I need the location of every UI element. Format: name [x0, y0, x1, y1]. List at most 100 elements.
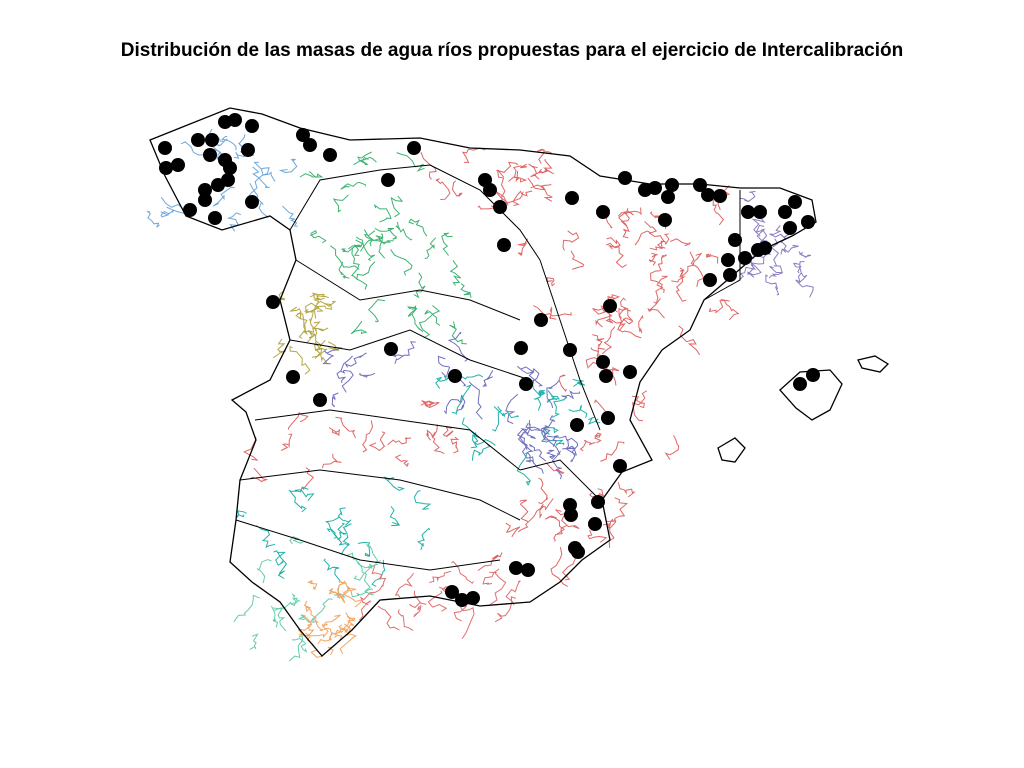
site-dot [303, 138, 317, 152]
river [312, 619, 333, 636]
river [411, 307, 424, 333]
river [533, 390, 545, 411]
river [496, 169, 509, 206]
site-dot [693, 178, 707, 192]
river [517, 428, 529, 450]
river [327, 341, 343, 351]
river [545, 449, 557, 460]
site-dot [221, 173, 235, 187]
site-dot [203, 148, 217, 162]
river [550, 547, 569, 587]
river [270, 605, 279, 628]
river [587, 416, 601, 425]
river [273, 550, 288, 579]
river [449, 321, 467, 345]
site-dot [563, 343, 577, 357]
river [482, 568, 500, 585]
river [324, 516, 341, 539]
river [390, 195, 404, 218]
river [634, 220, 658, 246]
river [671, 267, 686, 283]
river [631, 395, 645, 409]
river [605, 242, 627, 269]
river [335, 416, 357, 439]
river [541, 432, 565, 446]
river [546, 276, 556, 287]
river [460, 283, 472, 298]
river [546, 380, 560, 409]
river [331, 392, 339, 408]
river [390, 249, 413, 276]
site-dot [618, 171, 632, 185]
river [359, 372, 376, 378]
river [562, 230, 580, 251]
river [603, 518, 617, 529]
river [216, 136, 228, 147]
river [539, 498, 554, 519]
site-dot [570, 418, 584, 432]
river [712, 199, 725, 226]
site-dot [198, 183, 212, 197]
site-dot [521, 563, 535, 577]
river [542, 426, 559, 435]
river [456, 396, 466, 412]
river [546, 435, 560, 447]
river [516, 428, 534, 464]
river [516, 365, 543, 387]
site-dot [758, 241, 772, 255]
river [620, 208, 634, 227]
river [350, 320, 368, 335]
river [538, 477, 549, 505]
site-dot [384, 342, 398, 356]
river [213, 186, 235, 207]
river [705, 253, 719, 264]
site-dot [534, 313, 548, 327]
river [647, 297, 665, 319]
river [413, 604, 422, 618]
river [303, 600, 317, 619]
river [340, 523, 352, 555]
river [461, 147, 486, 164]
site-dot [228, 113, 242, 127]
river [648, 232, 665, 251]
site-dot [241, 143, 255, 157]
site-dot [514, 341, 528, 355]
river [337, 581, 347, 603]
river [345, 612, 356, 633]
river [353, 156, 369, 166]
river [432, 424, 445, 455]
mallorca [779, 369, 843, 421]
site-dot [648, 181, 662, 195]
river [477, 552, 503, 572]
river [408, 218, 428, 237]
site-dot [455, 593, 469, 607]
river [489, 571, 507, 606]
river [236, 510, 247, 518]
river [303, 308, 317, 331]
river [330, 245, 360, 270]
river [362, 420, 374, 453]
river [273, 338, 286, 359]
river [708, 299, 730, 314]
river [245, 167, 270, 201]
river [527, 177, 546, 191]
river [618, 307, 629, 331]
river [561, 390, 581, 400]
river [250, 467, 269, 483]
site-dot [564, 508, 578, 522]
river [371, 565, 387, 587]
river [512, 190, 533, 206]
river [517, 503, 544, 533]
site-dot [806, 368, 820, 382]
river [505, 579, 521, 606]
river [426, 429, 436, 441]
river [648, 252, 659, 266]
river [549, 306, 557, 320]
river [373, 204, 392, 223]
site-dot [661, 190, 675, 204]
river [587, 529, 608, 543]
river [589, 488, 605, 499]
site-dot [205, 133, 219, 147]
